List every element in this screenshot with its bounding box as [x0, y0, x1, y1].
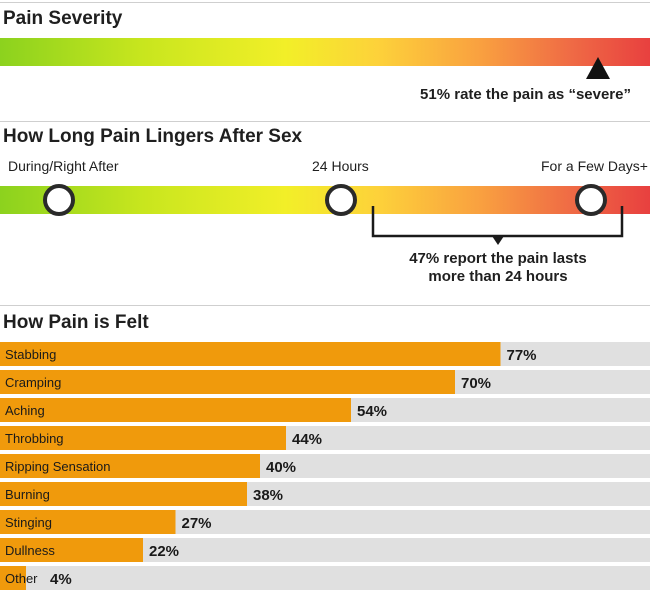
bar-cramping: [0, 370, 455, 394]
top-rule: [0, 2, 650, 3]
bar-label-cramping: Cramping: [5, 375, 61, 390]
bar-value-burning: 38%: [253, 487, 283, 504]
duration-caption-line1: 47% report the pain lasts: [409, 250, 587, 267]
duration-caption-line2: more than 24 hours: [428, 268, 568, 285]
duration-divider: [0, 305, 650, 306]
bar-value-dullness: 22%: [149, 543, 179, 560]
bar-value-aching: 54%: [357, 403, 387, 420]
bar-throbbing: [0, 426, 286, 450]
bar-value-stabbing: 77%: [507, 347, 537, 364]
bar-value-ripping-sensation: 40%: [266, 459, 296, 476]
bar-label-stinging: Stinging: [5, 515, 52, 530]
bar-value-other: 4%: [50, 571, 72, 588]
bar-label-ripping-sensation: Ripping Sensation: [5, 459, 111, 474]
severity-caption: 51% rate the pain as “severe”: [420, 86, 631, 103]
bar-other: [0, 566, 26, 590]
bar-aching: [0, 398, 351, 422]
bar-label-throbbing: Throbbing: [5, 431, 64, 446]
duration-marker-start: [43, 184, 75, 216]
severity-divider: [0, 121, 650, 122]
bar-label-burning: Burning: [5, 487, 50, 502]
bar-label-dullness: Dullness: [5, 543, 55, 558]
pain-type-bar-chart: Stabbing 77% Cramping 70% Aching 54% Throbbing…: [0, 342, 650, 590]
bar-value-cramping: 70%: [461, 375, 491, 392]
severity-gradient-bar: [0, 38, 650, 66]
bar-ripping-sensation: [0, 454, 260, 478]
duration-marker-24h: [325, 184, 357, 216]
duration-marker-days: [575, 184, 607, 216]
bar-label-other: Other: [5, 571, 38, 586]
bar-label-aching: Aching: [5, 403, 45, 418]
bar-stinging: [0, 510, 176, 534]
bar-label-stabbing: Stabbing: [5, 347, 56, 362]
severity-pointer-icon: [586, 57, 610, 79]
severity-title: Pain Severity: [3, 8, 123, 29]
duration-bracket: [371, 206, 624, 245]
duration-stop-24h-label: 24 Hours: [312, 158, 369, 174]
duration-title: How Long Pain Lingers After Sex: [3, 126, 303, 147]
duration-stop-days-label: For a Few Days+: [541, 158, 648, 174]
bar-value-throbbing: 44%: [292, 431, 322, 448]
bar-burning: [0, 482, 247, 506]
bar-track-other: [0, 566, 650, 590]
duration-stop-start-label: During/Right After: [8, 158, 119, 174]
bracket-pointer-icon: [492, 236, 504, 245]
bar-stabbing: [0, 342, 501, 366]
bar-value-stinging: 27%: [182, 515, 212, 532]
chart-title: How Pain is Felt: [3, 312, 149, 333]
bar-dullness: [0, 538, 143, 562]
